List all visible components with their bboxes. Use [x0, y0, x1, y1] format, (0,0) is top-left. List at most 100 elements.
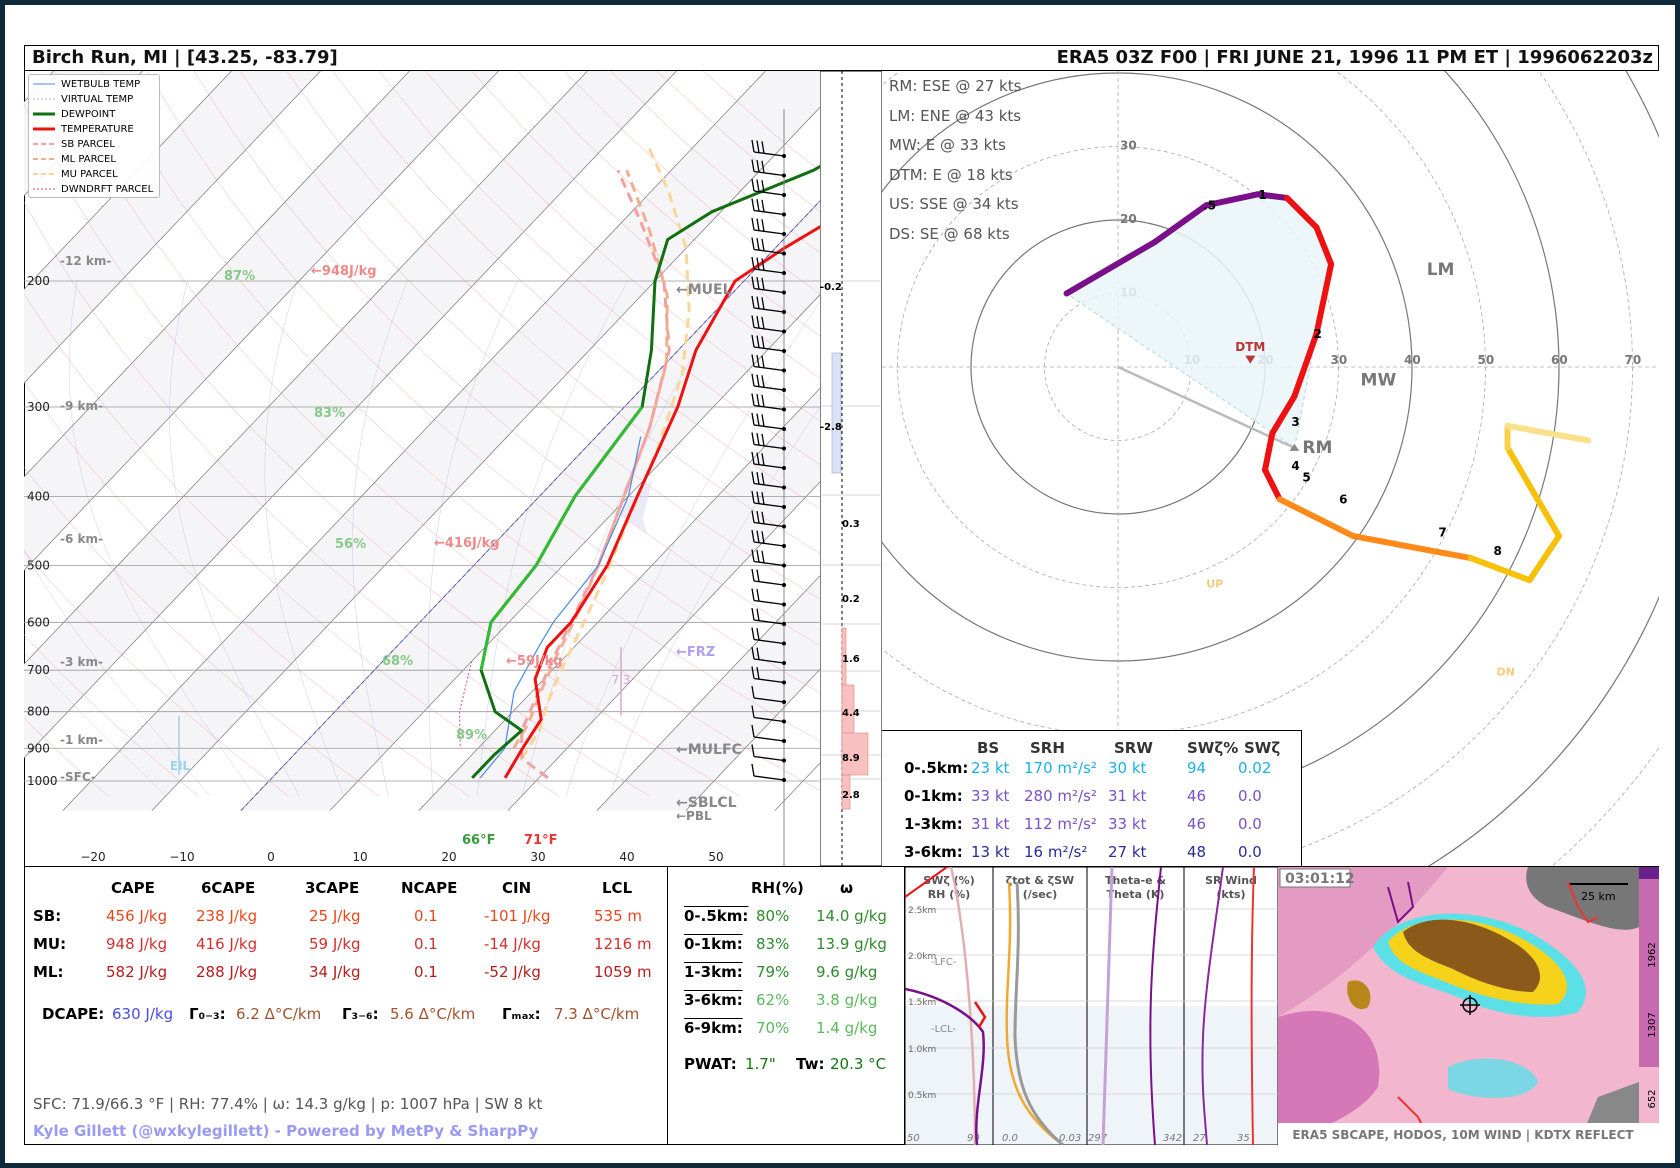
- hodo-segment: [1526, 533, 1562, 584]
- thermo-cell: 1216 m: [594, 935, 652, 953]
- wind-barb-flag: [751, 315, 755, 328]
- legend-swatch: [33, 83, 55, 85]
- wind-barb-flag: [756, 140, 760, 153]
- colorbar-top: [1639, 867, 1659, 879]
- wind-barb-flag: [751, 607, 755, 621]
- wind-barb-flag: [756, 277, 760, 290]
- legend-label: DEWPOINT: [61, 108, 116, 120]
- hodo-km-label: 3: [1291, 415, 1299, 429]
- omega-label: 0.2: [842, 594, 860, 605]
- height-label: 2.5km: [908, 906, 936, 916]
- wind-barb-flag: [751, 373, 755, 387]
- dry-adiabat: [147, 71, 820, 694]
- kin-cell: 33 kt: [1108, 815, 1147, 833]
- profile-title: RH (%): [928, 888, 971, 901]
- legend-item: MU PARCEL: [33, 167, 118, 181]
- kin-cell: 33 kt: [971, 787, 1010, 805]
- cape-field-1: [1278, 867, 1448, 1017]
- pressure-label-600: 600: [27, 615, 50, 629]
- wind-barb-flag: [761, 472, 765, 485]
- height-label: -1 km-: [60, 733, 103, 747]
- credit-line: Kyle Gillett (@wxkylegillett) - Powered …: [33, 1122, 539, 1140]
- hodo-km-label: .5: [1203, 198, 1216, 212]
- g03-value: 6.2 Δ°C/km: [236, 1005, 322, 1023]
- moist-adiabat: [352, 280, 408, 797]
- wind-barb-flag: [761, 453, 765, 466]
- radar-time-box: [1279, 868, 1351, 888]
- isotherm: [24, 71, 410, 478]
- wind-barb-flag: [761, 219, 765, 232]
- wind-barb-shaft: [753, 170, 785, 177]
- wind-barb-flag: [761, 531, 765, 544]
- hodo-km-label: 2: [1313, 327, 1321, 341]
- wind-barb-shaft: [753, 268, 785, 274]
- temp-tick: −10: [169, 850, 194, 864]
- wind-barb-flag: [756, 355, 760, 368]
- kin-cell: 112 m²/s²: [1024, 815, 1097, 833]
- dry-adiabat: [24, 634, 199, 797]
- wind-barb-dot: [782, 583, 786, 587]
- wind-barb-flag: [756, 335, 760, 348]
- dn-label: DN: [1497, 666, 1515, 679]
- eil-label: EIL: [170, 759, 191, 773]
- wind-barb-dot: [782, 329, 786, 334]
- wind-barb-shaft: [753, 443, 785, 450]
- muel-label: ←MUEL: [676, 282, 732, 298]
- dry-adiabat: [471, 71, 820, 379]
- motion-mw: MW: E @ 33 kts: [889, 136, 1006, 154]
- wind-barb-shaft: [753, 638, 785, 645]
- isotherm-band: [62, 71, 820, 811]
- wind-barb-dot: [782, 602, 786, 607]
- height-label: -6 km-: [60, 532, 103, 546]
- profile-tick: 50: [907, 1133, 920, 1144]
- thermo-cell: 535 m: [594, 907, 643, 925]
- legend-label: TEMPERATURE: [61, 123, 134, 135]
- height-label: 1.5km: [908, 998, 936, 1008]
- hodo-segment: [1063, 239, 1158, 297]
- g36-value: 5.6 Δ°C/km: [390, 1005, 476, 1023]
- wind-barb-dot: [782, 563, 786, 568]
- wind-barb-flag: [761, 492, 765, 505]
- wind-barb-flag: [756, 374, 760, 387]
- isotherm: [329, 294, 820, 811]
- height-label: -3 km-: [60, 655, 103, 669]
- wind-barb-flag: [751, 529, 755, 543]
- wind-barb-flag: [751, 334, 755, 348]
- kin-row-label: 3-6km:: [904, 843, 963, 861]
- motion-us: US: SSE @ 34 kts: [889, 195, 1019, 213]
- frz-label: ←FRZ: [676, 645, 715, 660]
- mw-label: MW: [1361, 370, 1397, 390]
- g03-label: Γ₀₋₃:: [189, 1005, 226, 1023]
- wind-barb-flag: [751, 256, 755, 270]
- legend-label: SB PARCEL: [61, 138, 115, 150]
- mulfc-label: ←MULFC: [676, 742, 742, 758]
- g36-label: Γ₃₋₆:: [342, 1005, 379, 1023]
- wind-barb-flag: [761, 180, 765, 193]
- lm-label: LM: [1427, 260, 1455, 280]
- wind-barb-flag: [761, 316, 765, 329]
- kin-header: SRH: [1030, 739, 1065, 757]
- profile-title: (kts): [1216, 888, 1245, 901]
- moist-rh: 79%: [756, 963, 790, 981]
- thermo-header: CAPE: [111, 879, 155, 897]
- wind-barb-flag: [751, 354, 755, 367]
- thermo-header: CIN: [502, 879, 532, 897]
- height-label: -9 km-: [60, 399, 103, 413]
- wind-barb-dot: [782, 622, 786, 626]
- zeta-tot: [1005, 881, 1064, 1145]
- wind-barb-dot: [782, 641, 786, 646]
- moisture-table: RH(%) ω 0-.5km: 80% 14.0 g/kg 0-1km: 83% 13.9 g…: [668, 867, 905, 1145]
- wind-barb-shaft: [753, 482, 785, 489]
- wind-barb-dot: [782, 388, 786, 392]
- wind-barb-flag: [751, 393, 755, 406]
- omega-label: 1.6: [842, 654, 860, 665]
- dry-adiabat: [24, 103, 741, 797]
- dry-adiabat: [286, 71, 820, 554]
- wind-barb-shaft: [753, 755, 785, 762]
- wind-barb-shaft: [753, 521, 785, 528]
- dtm-label: DTM: [1235, 340, 1265, 354]
- swz-profile-top: [905, 867, 948, 898]
- wind-barb-shaft: [753, 463, 785, 469]
- hodo-segment: [1350, 533, 1474, 562]
- wind-barb-dot: [782, 310, 786, 314]
